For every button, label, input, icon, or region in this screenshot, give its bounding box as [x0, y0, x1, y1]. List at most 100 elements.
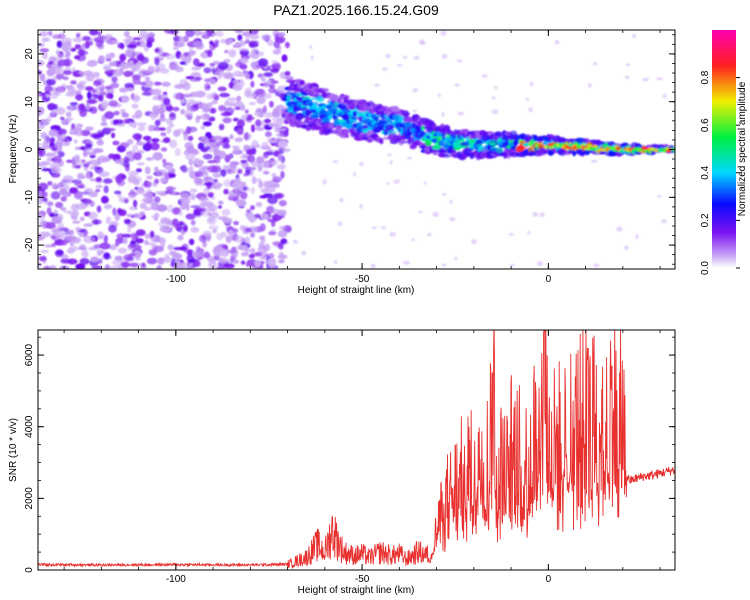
spectrogram-cell: [200, 200, 207, 205]
spectrogram-cell: [61, 43, 70, 52]
spectrogram-cell: [166, 105, 174, 112]
spectrogram-cell: [218, 105, 227, 112]
spectrogram-cell: [145, 242, 155, 246]
spectrogram-cell: [64, 118, 71, 123]
spectrogram-cell: [598, 148, 603, 152]
spectrogram-cell: [441, 54, 448, 59]
spectrogram-cell: [226, 97, 237, 102]
spectrogram-cell: [113, 190, 122, 195]
spectrogram-cell: [250, 205, 255, 211]
spectrogram-cell: [136, 162, 145, 166]
spectrogram-cell: [78, 244, 87, 250]
spectrogram-cell: [250, 186, 255, 195]
spectrogram-cell: [105, 216, 112, 225]
spectrogram-cell: [82, 149, 88, 158]
spectrogram-cell: [255, 126, 265, 131]
spectrogram-cell: [168, 250, 177, 256]
spectrogram-cell: [147, 124, 155, 132]
spectrogram-cell: [223, 217, 233, 225]
spectrogram-cell: [166, 186, 174, 195]
spectrogram-cell: [207, 192, 214, 198]
colorbar: 0.0 0.2 0.4 0.6 0.8 Normalized spectral ampl…: [700, 30, 748, 275]
spectrogram-cell: [66, 235, 77, 241]
spectrogram-cell: [382, 67, 388, 71]
spectrogram-cell: [503, 152, 508, 159]
spectrogram-cell: [107, 73, 113, 78]
spectrogram-cell: [75, 94, 84, 101]
spectrogram-cell: [386, 182, 391, 185]
spectrogram-cell: [154, 235, 161, 243]
spectrogram-cell: [309, 45, 313, 50]
spectrogram-cell: [529, 82, 534, 87]
spectrogram-cell: [146, 175, 153, 180]
spectrogram-cell: [255, 144, 261, 148]
spectrogram-cell: [78, 232, 84, 238]
spectrogram-cell: [267, 258, 277, 266]
spectrogram-cell: [167, 244, 174, 251]
spectrogram-cell: [51, 34, 62, 39]
spectrogram-cell: [635, 234, 639, 240]
snr-frame: [37, 329, 676, 571]
spectrogram-cell: [128, 253, 136, 257]
spectrogram-cell: [213, 94, 220, 101]
spectrogram-cell: [72, 155, 80, 164]
spectrogram-cell: [443, 124, 451, 131]
spectrogram-cell: [66, 159, 74, 163]
spectrogram-cell: [127, 243, 136, 249]
spectrogram-cell: [136, 53, 145, 62]
spectrogram-cell: [385, 53, 391, 59]
spectrogram-cell: [105, 92, 113, 99]
spectrogram-cell: [189, 193, 196, 201]
spectrogram-cell: [273, 150, 280, 157]
spectrogram-cell: [228, 49, 237, 58]
spectrogram-cell: [235, 136, 244, 143]
snr-axes: -100 -50 0 0 2000 4000 6000: [24, 330, 675, 585]
spectrogram-cell: [161, 81, 171, 87]
spectrogram-cell: [299, 80, 306, 86]
spectrogram-cell: [213, 155, 221, 164]
spectrogram-cell: [129, 262, 140, 268]
spectrogram-cell: [40, 231, 51, 238]
spectrogram-cell: [200, 125, 206, 130]
spectrogram-cell: [202, 230, 212, 236]
spectrogram-cell: [175, 66, 184, 73]
spectrogram-cell: [325, 129, 334, 134]
spectrogram-cell: [169, 113, 177, 121]
spectrogram-cell: [186, 265, 192, 269]
spectrogram-cell: [246, 259, 258, 267]
spectrogram-cell: [71, 123, 76, 130]
spectrogram-cell: [380, 105, 389, 110]
spectrogram-cell: [146, 257, 158, 265]
spectrogram-cell: [226, 169, 234, 175]
spectrogram-cell: [110, 40, 119, 45]
spectrogram-cell: [45, 222, 56, 229]
spectrogram-cell: [73, 139, 78, 144]
spectrogram-cell: [85, 86, 94, 91]
spectrogram-cell: [50, 110, 56, 117]
spectrogram-cell: [344, 133, 349, 138]
spectrogram-cell: [259, 195, 268, 199]
spectrogram-cell: [454, 83, 460, 87]
spectrogram-cell: [188, 262, 194, 267]
spectrogram-cell: [57, 53, 65, 59]
spectrogram-cell: [115, 241, 120, 247]
spectrogram-cell: [84, 188, 93, 193]
spectrogram-cell: [85, 126, 94, 131]
spectrogram-cell: [57, 151, 65, 158]
spectrogram-cell: [151, 138, 160, 143]
spectrogram-cell: [222, 117, 232, 124]
spectrogram-cell: [286, 95, 291, 101]
spectrogram-cell: [219, 257, 228, 263]
spectrogram-cell: [39, 48, 49, 53]
spectrogram-cell: [133, 152, 142, 161]
spectrogram-cell: [146, 41, 153, 48]
spectrogram-cell: [131, 94, 141, 103]
spectrogram-cell: [234, 30, 243, 34]
spectrogram-cell: [181, 164, 188, 173]
spectrogram-cell: [277, 153, 283, 162]
spectrogram-cell: [128, 122, 134, 127]
spectrogram-cell: [537, 261, 544, 267]
snr-series-line: [38, 330, 675, 570]
spectrogram-cell: [70, 80, 77, 85]
spectrogram-cell: [244, 132, 249, 141]
